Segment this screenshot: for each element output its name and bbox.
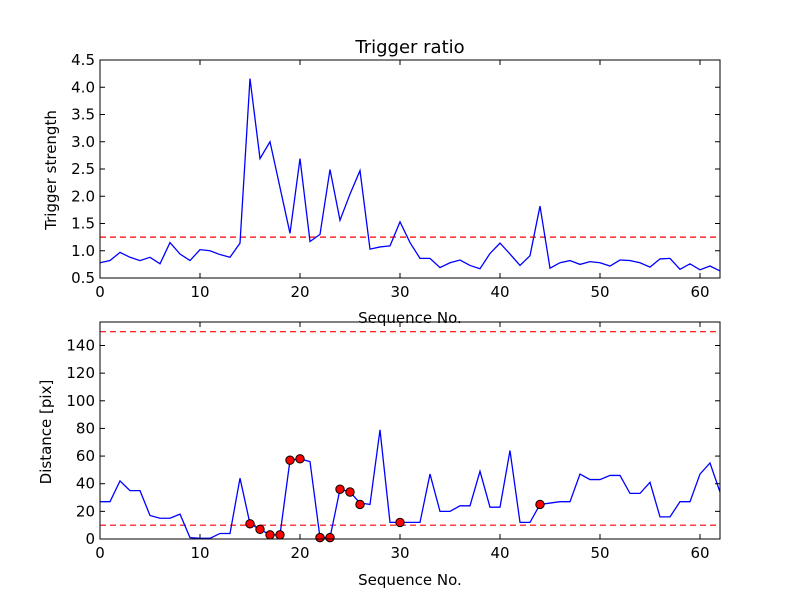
- bottom-ytick-label-6: 120: [66, 364, 95, 382]
- top-axes-frame: [99, 59, 721, 279]
- top-xtick-label-6: 60: [690, 283, 709, 301]
- bottom-ytick-label-5: 100: [66, 392, 95, 410]
- bottom-xtick-label-1: 10: [190, 544, 209, 562]
- top-plot-area: 0 10 20 30 40 50 60 0.5 1.0 1.5 2.0 2.5 3.0 3.5 4.0 4.5: [71, 51, 721, 301]
- bottom-marker-11: [395, 517, 405, 528]
- top-ytick-label-2: 1.5: [71, 215, 95, 233]
- bottom-chart-ylabel: Distance [pix]: [37, 380, 55, 485]
- bottom-marker-3: [275, 530, 285, 540]
- bottom-ytick-label-0: 0: [85, 530, 95, 548]
- top-ytick-label-1: 1.0: [71, 242, 95, 260]
- top-xtick-label-2: 20: [290, 283, 309, 301]
- top-series-line-0: [99, 78, 721, 272]
- bottom-xtick-label-6: 60: [690, 544, 709, 562]
- top-ytick-label-0: 0.5: [71, 269, 95, 287]
- bottom-xtick-label-0: 0: [95, 544, 105, 562]
- bottom-marker-12: [535, 499, 545, 510]
- bottom-xtick-label-4: 40: [490, 544, 509, 562]
- top-ytick-label-8: 4.5: [71, 51, 95, 69]
- bottom-marker-7: [325, 532, 335, 543]
- bottom-marker-1: [255, 524, 265, 535]
- bottom-ytick-label-2: 40: [76, 475, 95, 493]
- bottom-marker-2: [265, 530, 275, 540]
- bottom-axes-frame: [99, 321, 721, 540]
- top-ytick-label-7: 4.0: [71, 78, 95, 96]
- bottom-ytick-label-1: 20: [76, 502, 95, 520]
- bottom-ytick-label-3: 60: [76, 447, 95, 465]
- top-chart-xlabel: Sequence No.: [358, 309, 462, 327]
- bottom-xtick-label-5: 50: [590, 544, 609, 562]
- top-chart-ylabel: Trigger strength: [42, 110, 60, 231]
- top-ytick-label-6: 3.5: [71, 106, 95, 124]
- bottom-plot-area: 0 10 20 30 40 50 60 0 20 40 60 80 100 120 140: [66, 321, 721, 562]
- bottom-marker-5: [295, 454, 305, 464]
- top-chart-title: Trigger ratio: [354, 37, 464, 58]
- bottom-series-line-0: [100, 429, 721, 539]
- bottom-marker-9: [345, 487, 355, 497]
- bottom-ytick-label-4: 80: [76, 419, 95, 437]
- bottom-xtick-label-3: 30: [390, 544, 409, 562]
- bottom-chart-xlabel: Sequence No.: [358, 571, 462, 589]
- top-ytick-label-3: 2.0: [71, 187, 95, 205]
- top-ytick-label-4: 2.5: [71, 160, 95, 178]
- bottom-xtick-label-2: 20: [290, 544, 309, 562]
- bottom-marker-4: [285, 455, 295, 465]
- top-ytick-label-5: 3.0: [71, 133, 95, 151]
- top-xtick-label-1: 10: [190, 283, 209, 301]
- bottom-marker-6: [315, 532, 325, 543]
- bottom-ytick-label-7: 140: [66, 336, 95, 354]
- bottom-marker-8: [335, 484, 345, 494]
- bottom-marker-0: [245, 519, 255, 529]
- top-xtick-label-5: 50: [590, 283, 609, 301]
- top-xtick-label-3: 30: [390, 283, 409, 301]
- top-xtick-label-0: 0: [95, 283, 105, 301]
- bottom-marker-10: [355, 499, 365, 510]
- top-xtick-label-4: 40: [490, 283, 509, 301]
